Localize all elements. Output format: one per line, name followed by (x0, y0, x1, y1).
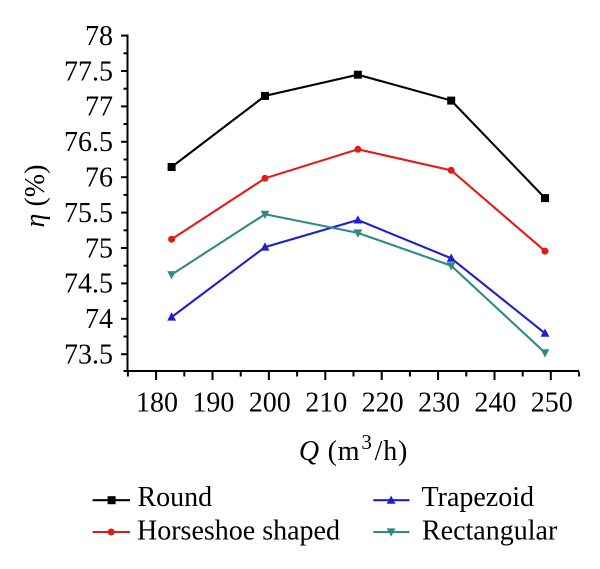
svg-text:76: 76 (85, 163, 113, 194)
svg-text:77.5: 77.5 (64, 56, 113, 87)
svg-text:73.5: 73.5 (64, 340, 113, 371)
svg-text:Trapezoid: Trapezoid (422, 482, 535, 513)
svg-text:74.5: 74.5 (64, 269, 113, 300)
svg-text:240: 240 (474, 388, 516, 419)
svg-text:76.5: 76.5 (64, 127, 113, 158)
svg-text:Horseshoe shaped: Horseshoe shaped (137, 515, 340, 546)
svg-text:230: 230 (418, 388, 460, 419)
svg-text:250: 250 (531, 388, 573, 419)
svg-text:190: 190 (192, 388, 234, 419)
svg-text:78: 78 (85, 21, 113, 52)
svg-text:74: 74 (85, 304, 113, 335)
svg-text:Rectangular: Rectangular (422, 515, 558, 546)
svg-text:180: 180 (136, 388, 178, 419)
svg-text:220: 220 (362, 388, 404, 419)
svg-text:77: 77 (85, 92, 113, 123)
svg-text:210: 210 (305, 388, 347, 419)
svg-text:75: 75 (85, 233, 113, 264)
svg-text:Round: Round (138, 482, 213, 513)
svg-text:75.5: 75.5 (64, 198, 113, 229)
svg-text:Q (m3/h): Q (m3/h) (299, 430, 408, 467)
svg-text:200: 200 (249, 388, 291, 419)
svg-text:η (%): η (%) (20, 165, 51, 228)
